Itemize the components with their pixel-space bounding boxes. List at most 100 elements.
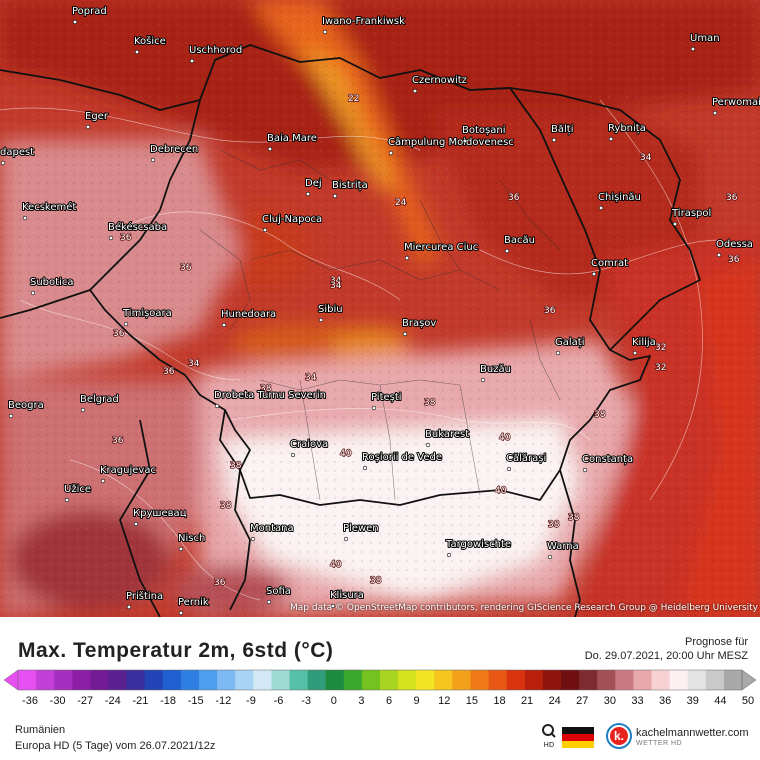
city-name: Subotica (30, 277, 73, 288)
city-label: Miercurea Ciuc (403, 241, 479, 261)
city-label: Galați (554, 336, 585, 356)
city-label: Iwano-Frankiwsk (321, 15, 406, 35)
city-dot (598, 205, 604, 211)
scale-tick-label: 24 (548, 695, 561, 707)
scale-swatch (271, 670, 290, 690)
scale-tick-label: -27 (77, 695, 94, 707)
city-dot (30, 290, 36, 296)
scale-swatch (361, 670, 381, 690)
city-label: Uman (689, 32, 721, 52)
city-name: Sofia (266, 586, 291, 597)
city-name: Miercurea Ciuc (404, 242, 478, 253)
scale-swatch (416, 670, 435, 690)
scale-tick-label: -30 (49, 695, 66, 707)
forecast-time: Do. 29.07.2021, 20:00 Uhr MESZ (584, 650, 748, 662)
scale-swatch (325, 670, 345, 690)
city-dot (221, 322, 227, 328)
scale-tick-label: 27 (576, 695, 589, 707)
city-label: Montana (249, 522, 295, 542)
city-name: Cluj-Napoca (262, 214, 322, 225)
city-dot (108, 235, 114, 241)
city-label: Pitești (370, 391, 403, 411)
city-name: Užice (64, 483, 91, 495)
city-name: Sibiu (318, 304, 343, 315)
city-dot (318, 317, 324, 323)
kachelmann-logo-ring (606, 723, 632, 749)
city-dot (330, 603, 336, 609)
scale-swatch (470, 670, 489, 690)
map-attribution: Map data © OpenStreetMap contributors, r… (290, 603, 758, 613)
city-name: Montana (250, 523, 294, 534)
german-flag-icon[interactable] (562, 727, 594, 748)
city-dot (123, 321, 129, 327)
scale-tick-label: -18 (160, 695, 177, 707)
city-name: Pitești (371, 392, 402, 403)
scale-swatch (705, 670, 725, 690)
city-name: Eger (85, 111, 109, 122)
city-dot (134, 49, 140, 55)
isotherm-label: 38 (548, 520, 560, 530)
city-label: Perwomaisk (711, 96, 760, 116)
city-label: Bukarest (424, 428, 470, 448)
city-dot (402, 331, 408, 337)
brand-subtitle: WETTER HD (636, 740, 683, 747)
brand-name[interactable]: kachelmannwetter.com (636, 727, 749, 739)
city-label: Buzău (479, 363, 512, 383)
scale-tick-label: 33 (631, 695, 644, 707)
isotherm-label: 38 (370, 576, 382, 586)
scale-swatch (162, 670, 182, 690)
city-name: Buzău (480, 364, 511, 375)
city-label: Košice (133, 34, 167, 55)
city-dot (126, 604, 132, 610)
city-name: Odessa (716, 239, 753, 250)
footer-panel: Max. Temperatur 2m, 6std (°C) Prognose f… (0, 617, 760, 760)
isotherm-label: 24 (395, 198, 407, 208)
scale-tick-label: 50 (741, 695, 755, 707)
isotherm-label: 40 (499, 433, 511, 443)
city-name: Békéscsaba (108, 221, 167, 233)
scale-tick-label: -9 (246, 695, 256, 707)
city-dot (267, 146, 273, 152)
city-label: Debrecen (149, 143, 199, 163)
city-dot (332, 193, 338, 199)
city-dot (250, 536, 256, 542)
scale-swatch (723, 670, 743, 690)
scale-tick-label: 36 (659, 695, 672, 707)
isotherm-label: 32 (655, 343, 666, 353)
city-dot (446, 552, 452, 558)
city-name: Chișinău (598, 192, 641, 203)
scale-swatch (54, 670, 73, 690)
city-name: Kilija (632, 337, 656, 348)
city-dot (504, 248, 510, 254)
city-dot (262, 227, 268, 233)
city-dot (591, 271, 597, 277)
city-label: Constanța (581, 453, 634, 473)
scale-swatch (398, 670, 417, 690)
city-dot (716, 252, 722, 258)
forecast-info: Prognose für Do. 29.07.2021, 20:00 Uhr M… (585, 635, 748, 663)
scale-tick-label: 44 (714, 695, 727, 707)
scale-border (17, 669, 743, 691)
city-label: Klisura (329, 589, 365, 609)
city-label: Kragujevac (99, 464, 157, 484)
color-scale-bar (4, 669, 756, 691)
scale-tick-label: 9 (413, 695, 420, 707)
isotherm-label: 36 (180, 263, 192, 273)
city-label: Botoșani (461, 124, 506, 144)
city-dot (133, 521, 139, 527)
scale-swatch (126, 670, 146, 690)
city-dot (343, 536, 349, 542)
city-label: Dej (304, 177, 323, 197)
city-label: Uschhorod (188, 44, 243, 64)
city-label: Bălți (550, 123, 574, 143)
city-dot (388, 150, 394, 156)
magnifier-hd-icon[interactable]: HD (540, 723, 558, 749)
isotherm-label: 38 (230, 461, 242, 471)
scale-swatch (561, 670, 580, 690)
scale-swatch (651, 670, 670, 690)
city-label: Warna (546, 540, 580, 560)
city-label: Odessa (715, 238, 754, 258)
isotherm-label: 36 (163, 367, 175, 377)
city-name: Brașov (402, 318, 436, 329)
city-name: Uschhorod (189, 45, 242, 56)
